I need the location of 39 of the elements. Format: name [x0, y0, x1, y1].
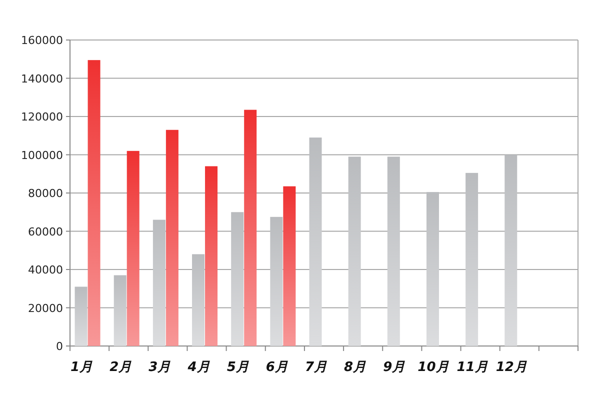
bar [231, 212, 244, 346]
x-tick-label: 5月 [226, 360, 249, 375]
y-tick-label: 140000 [21, 72, 63, 86]
bar [283, 186, 296, 346]
bar [466, 172, 478, 346]
bar [126, 150, 140, 346]
bar [504, 154, 518, 346]
y-tick-label: 60000 [28, 225, 63, 238]
bar [205, 166, 218, 346]
x-tick-label: 6月 [266, 360, 288, 375]
y-tick-label: 160000 [21, 34, 63, 47]
bar [166, 130, 178, 346]
bar [74, 286, 88, 346]
y-tick-label: 100000 [21, 148, 63, 162]
y-tick-label: 120000 [21, 110, 63, 124]
bar [387, 156, 400, 346]
x-tick-label: 7月 [304, 360, 328, 375]
bar [88, 60, 100, 346]
bar [114, 275, 126, 346]
y-tick-label: 80000 [28, 187, 63, 200]
bar [270, 216, 283, 346]
x-tick-label: 9月 [383, 360, 406, 375]
x-tick-label: 1月 [70, 360, 93, 375]
bar [244, 110, 257, 346]
x-tick-label: 10月 [418, 360, 449, 375]
y-tick-label: 40000 [28, 264, 63, 276]
y-tick-label: 20000 [28, 302, 63, 315]
x-tick-label: 8月 [344, 360, 366, 375]
bar [192, 254, 205, 346]
x-tick-label: 3月 [148, 360, 171, 375]
x-tick-label: 11月 [456, 360, 488, 375]
x-tick-label: 4月 [186, 360, 210, 375]
x-tick-label: 12月 [496, 360, 527, 375]
bar [426, 192, 439, 346]
y-tick-label: 0 [56, 340, 63, 353]
bar [309, 138, 322, 346]
x-tick-label: 2月 [110, 360, 132, 375]
bar [348, 156, 361, 346]
bar [152, 220, 166, 346]
